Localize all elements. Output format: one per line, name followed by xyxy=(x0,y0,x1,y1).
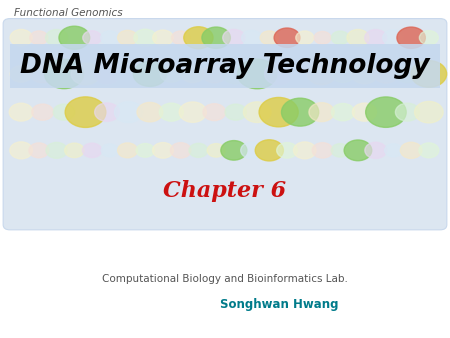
Circle shape xyxy=(414,101,443,123)
Circle shape xyxy=(265,63,293,84)
Circle shape xyxy=(10,66,32,82)
Circle shape xyxy=(332,103,355,121)
Circle shape xyxy=(411,61,447,87)
Text: Songhwan Hwang: Songhwan Hwang xyxy=(220,298,338,311)
Circle shape xyxy=(9,103,33,121)
Circle shape xyxy=(419,31,438,45)
Circle shape xyxy=(331,31,349,44)
Circle shape xyxy=(181,65,204,82)
Circle shape xyxy=(351,64,378,84)
Circle shape xyxy=(202,65,226,83)
Circle shape xyxy=(30,31,48,45)
Circle shape xyxy=(101,144,118,157)
Circle shape xyxy=(296,31,314,45)
Circle shape xyxy=(374,65,398,83)
Circle shape xyxy=(115,64,142,84)
Circle shape xyxy=(366,97,406,127)
Circle shape xyxy=(32,104,54,120)
Circle shape xyxy=(289,66,311,82)
Circle shape xyxy=(332,65,355,82)
Circle shape xyxy=(160,66,182,82)
Text: Functional Genomics: Functional Genomics xyxy=(14,8,122,19)
Circle shape xyxy=(274,28,300,47)
Circle shape xyxy=(277,143,297,158)
Circle shape xyxy=(352,103,377,121)
Circle shape xyxy=(203,104,225,121)
Text: Chapter 6: Chapter 6 xyxy=(163,180,287,202)
Circle shape xyxy=(207,144,225,157)
Circle shape xyxy=(171,31,190,45)
Circle shape xyxy=(365,142,387,159)
Circle shape xyxy=(10,29,32,46)
Circle shape xyxy=(29,143,49,158)
Circle shape xyxy=(243,102,271,122)
Circle shape xyxy=(396,103,419,121)
Circle shape xyxy=(260,31,279,45)
Circle shape xyxy=(53,104,75,120)
Circle shape xyxy=(134,29,157,46)
Circle shape xyxy=(293,142,316,159)
Circle shape xyxy=(153,143,173,158)
Circle shape xyxy=(225,104,247,120)
Circle shape xyxy=(396,65,419,83)
Circle shape xyxy=(46,142,67,158)
Circle shape xyxy=(331,144,349,157)
Circle shape xyxy=(179,102,207,122)
Circle shape xyxy=(344,140,372,161)
Circle shape xyxy=(159,103,184,121)
Circle shape xyxy=(117,143,137,158)
Circle shape xyxy=(241,142,262,159)
Circle shape xyxy=(10,142,32,159)
Circle shape xyxy=(282,98,319,126)
Circle shape xyxy=(365,29,387,46)
Circle shape xyxy=(94,103,119,121)
Text: DNA Microarray Technology: DNA Microarray Technology xyxy=(20,53,430,79)
Circle shape xyxy=(31,65,54,83)
Circle shape xyxy=(101,31,119,45)
Circle shape xyxy=(397,27,425,48)
Circle shape xyxy=(309,103,334,122)
Circle shape xyxy=(94,64,120,84)
Circle shape xyxy=(45,59,84,89)
Circle shape xyxy=(242,30,261,45)
Circle shape xyxy=(65,143,84,158)
Circle shape xyxy=(259,97,298,127)
Circle shape xyxy=(314,31,331,44)
Circle shape xyxy=(222,64,249,84)
Circle shape xyxy=(202,27,230,48)
Circle shape xyxy=(312,143,333,158)
Circle shape xyxy=(238,59,277,89)
Text: Computational Biology and Bioinformatics Lab.: Computational Biology and Bioinformatics… xyxy=(102,274,348,284)
Circle shape xyxy=(117,30,137,45)
Circle shape xyxy=(385,144,402,157)
Circle shape xyxy=(184,27,213,49)
Circle shape xyxy=(65,97,106,127)
Circle shape xyxy=(133,62,166,87)
Circle shape xyxy=(255,140,284,161)
Circle shape xyxy=(83,31,101,45)
FancyBboxPatch shape xyxy=(3,19,447,230)
FancyBboxPatch shape xyxy=(10,44,440,88)
Circle shape xyxy=(45,29,68,46)
Circle shape xyxy=(171,143,191,158)
Circle shape xyxy=(153,30,173,45)
Circle shape xyxy=(383,30,404,46)
Circle shape xyxy=(223,29,245,46)
Circle shape xyxy=(59,26,90,49)
Circle shape xyxy=(419,143,439,158)
Circle shape xyxy=(221,141,247,160)
Circle shape xyxy=(82,143,102,158)
Circle shape xyxy=(189,143,208,158)
Circle shape xyxy=(347,29,369,46)
Circle shape xyxy=(136,143,154,157)
Circle shape xyxy=(71,63,100,85)
Circle shape xyxy=(400,142,422,159)
Circle shape xyxy=(137,102,163,122)
Circle shape xyxy=(307,63,336,84)
Circle shape xyxy=(114,102,143,123)
